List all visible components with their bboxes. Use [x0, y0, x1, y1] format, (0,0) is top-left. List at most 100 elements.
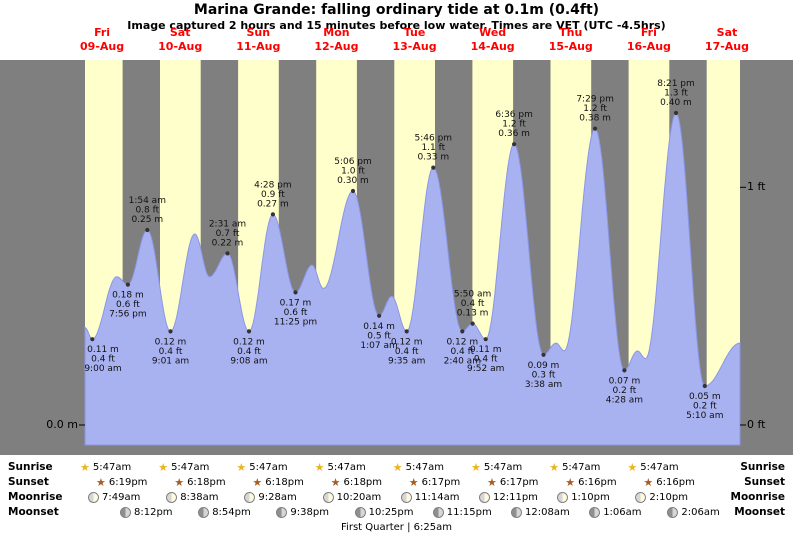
tide-annotation-line: 0.09 m	[528, 361, 560, 371]
moonrise-moon-icon	[557, 492, 569, 503]
moonrise-row-label-left: Moonrise	[8, 491, 63, 503]
moonrise-time-item: 2:10pm	[635, 490, 688, 505]
tide-annotation-line: 7:56 pm	[109, 310, 147, 320]
tide-annotation-line: 0.3 ft	[532, 370, 556, 380]
sunset-time: 6:16pm	[656, 477, 695, 488]
tide-annotation-line: 0.6 ft	[116, 300, 140, 310]
tide-annotation-line: 5:46 pm	[415, 134, 453, 144]
tide-annotation-line: 5:06 pm	[334, 157, 372, 167]
tide-extreme-dot	[270, 212, 275, 217]
tide-annotation-line: 7:29 pm	[576, 95, 614, 105]
moonset-time: 8:54pm	[212, 507, 251, 518]
sunset-time: 6:17pm	[421, 477, 461, 488]
tide-annotation-line: 11:25 pm	[274, 317, 317, 327]
sunset-star-icon: ★	[96, 476, 106, 489]
sunset-time-item: ★ 6:19pm	[96, 475, 147, 490]
sunset-time-item: ★ 6:16pm	[643, 475, 694, 490]
moonset-time: 9:38pm	[290, 507, 329, 518]
tide-annotation-line: 1:07 am	[360, 341, 397, 351]
sunrise-row-label-right: Sunrise	[740, 461, 785, 473]
tide-annotation-line: 1.2 ft	[502, 120, 526, 130]
sun-moon-panel: Sunrise Sunrise ★ 5:47am ★ 5:47am ★ 5:47am ★ 5:47…	[0, 458, 793, 537]
tide-annotation-line: 4:28 pm	[254, 180, 292, 190]
tide-extreme-dot	[673, 110, 679, 116]
tide-annotation-line: 0.4 ft	[159, 347, 183, 357]
tide-extreme-dot	[293, 290, 298, 295]
sunset-time: 6:18pm	[343, 477, 383, 488]
tide-annotation-line: 0.4 ft	[395, 347, 419, 357]
astro-row-moonset: Moonset Moonset 8:12pm 8:54pm 9:38pm 10:25pm 1…	[0, 505, 793, 520]
moonrise-time: 12:11pm	[493, 492, 538, 503]
sunrise-star-icon: ★	[158, 461, 169, 474]
tide-annotation-line: 9:52 am	[467, 364, 504, 374]
sunset-star-icon: ★	[252, 476, 263, 489]
sunset-time-item: ★ 6:17pm	[487, 475, 538, 490]
moonrise-moon-icon	[479, 492, 490, 503]
tide-annotation-line: 9:08 am	[230, 356, 267, 366]
day-label: Fri 09-Aug	[80, 26, 125, 53]
sunrise-time-item: ★ 5:47am	[236, 460, 287, 475]
moonrise-moon-icon	[244, 492, 256, 503]
moonset-time-item: 2:06am	[667, 505, 720, 520]
tide-annotation-line: 0.6 ft	[284, 308, 308, 318]
tide-annotation-line: 0.25 m	[131, 215, 163, 225]
sunrise-time: 5:47am	[640, 462, 679, 473]
moonset-moon-icon	[511, 507, 522, 518]
tide-annotation-line: 0.18 m	[112, 291, 144, 301]
moonset-time: 8:12pm	[134, 507, 173, 518]
sunrise-time-item: ★ 5:47am	[393, 460, 444, 475]
sunset-time: 6:17pm	[499, 477, 539, 488]
tide-annotation-line: 1.1 ft	[421, 143, 445, 153]
moonset-time-item: 11:15pm	[432, 505, 492, 520]
tide-extreme-dot	[404, 329, 409, 334]
moonset-moon-icon	[354, 507, 366, 518]
sunset-time-item: ★ 6:18pm	[174, 475, 225, 490]
sunrise-star-icon: ★	[549, 461, 560, 474]
tide-annotation-line: 0.14 m	[363, 322, 395, 332]
sunrise-star-icon: ★	[392, 461, 403, 474]
tide-annotation-line: 1.2 ft	[583, 104, 607, 114]
tide-extreme-dot	[90, 337, 95, 342]
astro-row-sunset: Sunset Sunset ★ 6:19pm ★ 6:18pm ★ 6:18pm ★ 6:18pm…	[0, 475, 793, 490]
tide-extreme-dot	[593, 126, 598, 131]
tide-annotation-line: 0.2 ft	[693, 402, 717, 412]
sunrise-star-icon: ★	[314, 461, 325, 474]
sunset-star-icon: ★	[330, 476, 341, 489]
tide-annotation-line: 1.3 ft	[664, 89, 688, 99]
day-label: Sat 17-Aug	[704, 26, 750, 53]
moonset-moon-icon	[276, 507, 288, 518]
moonrise-time-item: 10:20am	[322, 490, 382, 505]
tide-annotation-line: 0.22 m	[212, 238, 244, 248]
page-title: Marina Grande: falling ordinary tide at …	[193, 2, 600, 18]
day-label: Tue 13-Aug	[392, 26, 437, 53]
moonrise-time-item: 11:14am	[400, 490, 459, 505]
astro-row-moonrise: Moonrise Moonrise 7:49am 8:38am 9:28am 10:20a…	[0, 490, 793, 505]
moonrise-row-label-right: Moonrise	[730, 491, 786, 503]
sunrise-star-icon: ★	[236, 461, 247, 474]
sunrise-time: 5:47am	[327, 462, 366, 473]
tide-extreme-dot	[702, 383, 707, 389]
sunset-time-item: ★ 6:17pm	[409, 475, 460, 490]
moonrise-time: 10:20am	[336, 492, 382, 503]
moonset-time: 2:06am	[681, 507, 720, 518]
tide-annotation-line: 0.4 ft	[450, 347, 474, 357]
tide-annotation-line: 9:00 am	[84, 364, 121, 374]
tide-annotation-line: 0.05 m	[689, 392, 721, 402]
sunrise-star-icon: ★	[471, 461, 481, 474]
sunrise-time: 5:47am	[92, 462, 132, 473]
tide-annotation-line: 0.36 m	[498, 129, 530, 139]
sunrise-star-icon: ★	[80, 461, 90, 474]
sunset-star-icon: ★	[643, 476, 654, 489]
tide-annotation-line: 0.11 m	[87, 345, 119, 355]
moonset-moon-icon	[120, 507, 131, 518]
tide-extreme-dot	[225, 251, 230, 256]
tide-annotation-line: 4:28 am	[606, 395, 643, 405]
y-axis-right-label: 1 ft	[747, 180, 766, 194]
sunrise-time: 5:47am	[405, 462, 444, 473]
tide-annotation-line: 0.30 m	[337, 176, 369, 186]
moonrise-time: 1:10pm	[571, 492, 610, 503]
tide-annotation-line: 0.13 m	[457, 309, 489, 319]
tide-curve-plot: 0.11 m0.4 ft9:00 am0.18 m0.6 ft7:56 pm1:…	[79, 60, 746, 446]
moonset-time: 11:15pm	[446, 507, 492, 518]
moonset-row-label-left: Moonset	[8, 506, 59, 518]
